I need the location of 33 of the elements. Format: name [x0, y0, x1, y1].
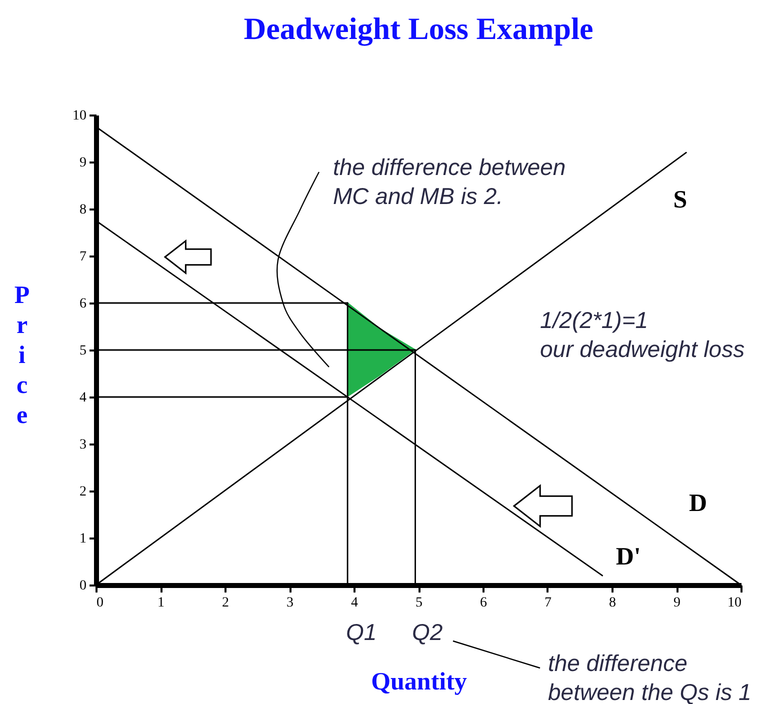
x-tick-label: 10: [728, 596, 742, 610]
x-tick-label: 9: [674, 596, 680, 610]
x-tick-label: 5: [416, 596, 422, 610]
x-tick-label: 6: [480, 596, 487, 610]
annotation: the difference between MC and MB is 2.: [333, 154, 566, 209]
series-label: D': [616, 544, 641, 571]
x-tick-label: 7: [544, 596, 552, 610]
x-axis-title: Quantity: [371, 668, 468, 696]
text: the difference between the Qs is 1: [548, 650, 752, 704]
x-tick-label: 1: [158, 596, 164, 610]
y-tick-label: 10: [72, 108, 86, 124]
y-tick-label: 4: [80, 390, 86, 406]
y-tick-label: 9: [80, 156, 86, 170]
x-tick-label: 4: [351, 596, 358, 610]
y-axis-title: Price: [14, 282, 30, 429]
y-tick-label: 6: [80, 296, 86, 312]
series-label: S: [673, 186, 688, 214]
y-tick-label: 5: [80, 344, 86, 358]
y-tick-label: 2: [80, 484, 86, 500]
chart-title: Deadweight Loss Example: [244, 11, 594, 46]
annotation: 1/2(2*1)=1 our deadweight loss: [540, 307, 746, 362]
x-tick-label: 8: [609, 596, 616, 610]
text: Q2: [412, 619, 443, 645]
y-tick-label: 8: [80, 202, 86, 218]
y-tick-label: 7: [80, 250, 86, 264]
y-tick-label: 3: [80, 438, 86, 452]
series-label: D: [688, 490, 708, 517]
x-tick-label: 2: [222, 596, 229, 610]
y-tick-label: 1: [80, 532, 86, 546]
x-tick-label: 3: [286, 596, 294, 610]
text: Q1: [346, 619, 377, 645]
x-tick-label: 0: [96, 596, 104, 610]
y-tick-label: 0: [80, 578, 86, 594]
